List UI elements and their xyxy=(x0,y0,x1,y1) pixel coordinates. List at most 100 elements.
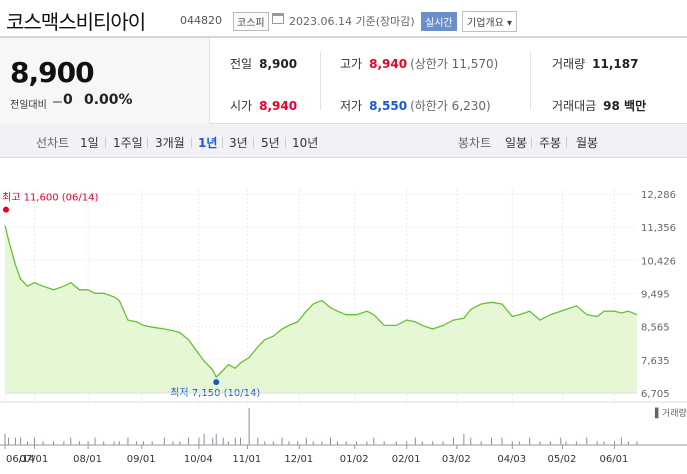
volume-bar xyxy=(7,437,9,445)
tab-10y[interactable]: 10년 xyxy=(292,136,319,150)
volume-bar xyxy=(491,437,493,445)
price-area xyxy=(5,225,637,393)
volume: 거래량 11,187 xyxy=(552,55,638,72)
volume-bar xyxy=(312,441,314,445)
amount-value: 98 백만 xyxy=(603,99,647,113)
volume-bar xyxy=(215,433,217,445)
volume-bar xyxy=(565,441,567,445)
x-tick-label: 08/01 xyxy=(73,454,102,465)
volume-bar xyxy=(627,441,629,445)
market-badge: 코스피 xyxy=(233,12,269,31)
divider xyxy=(531,137,532,148)
volume-bar xyxy=(560,437,562,445)
volume-bar xyxy=(539,441,541,445)
high-label: 최고 11,600 (06/14) xyxy=(2,192,98,204)
tab-5y[interactable]: 5년 xyxy=(261,136,280,150)
volume-bar xyxy=(179,441,181,445)
volume-bar xyxy=(501,437,503,445)
x-tick-label: 01/02 xyxy=(340,454,369,465)
volume-bar xyxy=(414,437,416,445)
amount-label: 거래대금 xyxy=(552,99,597,113)
candle-chart-label: 봉차트 xyxy=(458,136,492,150)
volume-bar xyxy=(103,441,105,445)
stock-header: 코스맥스비티아이 044820 코스피 2023.06.14 기준(장마감) 실… xyxy=(0,0,687,38)
volume-bar xyxy=(63,441,65,445)
volume-bar xyxy=(480,441,482,445)
volume-bar xyxy=(33,437,35,445)
trade-amount: 거래대금 98 백만 xyxy=(552,97,646,114)
company-overview-dropdown[interactable]: 기업개요 ▾ xyxy=(462,11,517,32)
volume-bar xyxy=(234,437,236,445)
divider xyxy=(285,137,286,148)
stock-code: 044820 xyxy=(180,14,222,27)
tab-1y[interactable]: 1년 xyxy=(198,136,218,150)
y-tick-label: 10,426 xyxy=(641,256,676,267)
volume-bar xyxy=(321,441,323,445)
line-chart-label: 선차트 xyxy=(36,136,70,150)
volume-bar xyxy=(613,441,615,445)
x-tick-label: 05/02 xyxy=(548,454,577,465)
volume-bar xyxy=(452,437,454,445)
volume-bar xyxy=(406,441,408,445)
volume-bar xyxy=(264,441,266,445)
y-tick-label: 7,635 xyxy=(641,356,670,367)
volume-bar xyxy=(518,441,520,445)
volume-bar xyxy=(113,441,115,445)
current-price: 8,900 xyxy=(10,56,95,89)
volume-bar xyxy=(188,437,190,445)
low-value: 8,550 xyxy=(369,99,408,113)
volume-bar xyxy=(345,441,347,445)
low-marker xyxy=(213,379,220,386)
tab-1d[interactable]: 1일 xyxy=(80,136,99,150)
x-tick-label: 11/01 xyxy=(232,454,261,465)
volume-bar xyxy=(27,441,29,445)
volume-bar xyxy=(94,437,96,445)
volume-bar xyxy=(136,441,138,445)
volume-bar xyxy=(395,441,397,445)
divider xyxy=(105,137,106,148)
x-tick-label: 07/01 xyxy=(19,454,48,465)
volume-bar xyxy=(87,441,89,445)
high-value: 8,940 xyxy=(369,57,408,71)
x-tick-label: 04/03 xyxy=(497,454,526,465)
volume-bar xyxy=(151,441,153,445)
volume-bar xyxy=(52,441,54,445)
volume-bar xyxy=(596,441,598,445)
volume-label: ▌거래량 xyxy=(654,407,687,419)
volume-bar xyxy=(432,441,434,445)
volume-bar xyxy=(239,437,241,445)
volume-bar xyxy=(172,441,174,445)
tab-daily[interactable]: 일봉 xyxy=(505,136,528,150)
volume-bar xyxy=(330,437,332,445)
tab-3y[interactable]: 3년 xyxy=(229,136,248,150)
volume-bar xyxy=(470,437,472,445)
tab-monthly[interactable]: 월봉 xyxy=(576,136,599,150)
x-tick-label: 10/04 xyxy=(184,454,213,465)
y-tick-label: 11,356 xyxy=(641,223,676,234)
volume-bar xyxy=(511,441,513,445)
y-tick-label: 12,286 xyxy=(641,190,676,201)
volume-bar xyxy=(203,433,205,445)
prev-close: 전일 8,900 xyxy=(230,55,297,72)
tab-3m[interactable]: 3개월 xyxy=(155,136,185,150)
tab-1w[interactable]: 1주일 xyxy=(113,136,143,150)
chart-period-tabs: 선차트 1일 1주일 3개월 1년 3년 5년 10년 봉차트 일봉 주봉 월봉 xyxy=(0,124,687,158)
x-tick-label: 02/01 xyxy=(392,454,421,465)
realtime-button[interactable]: 실시간 xyxy=(421,12,457,31)
volume-bar xyxy=(620,437,622,445)
tab-weekly[interactable]: 주봉 xyxy=(539,136,562,150)
divider xyxy=(147,137,148,148)
prev-close-label: 전일 xyxy=(230,57,253,71)
divider xyxy=(530,52,531,110)
price-line xyxy=(4,225,638,379)
volume-bar xyxy=(227,441,229,445)
volume-bar xyxy=(336,441,338,445)
divider xyxy=(222,137,223,148)
volume-bar xyxy=(163,437,165,445)
volume-bar xyxy=(70,437,72,445)
high-label: 고가 xyxy=(340,57,363,71)
volume-bar xyxy=(248,408,250,445)
change-percent: 0.00% xyxy=(84,92,133,108)
open-price: 시가 8,940 xyxy=(230,97,297,114)
low-price: 저가 8,550 (하한가 6,230) xyxy=(340,97,491,114)
